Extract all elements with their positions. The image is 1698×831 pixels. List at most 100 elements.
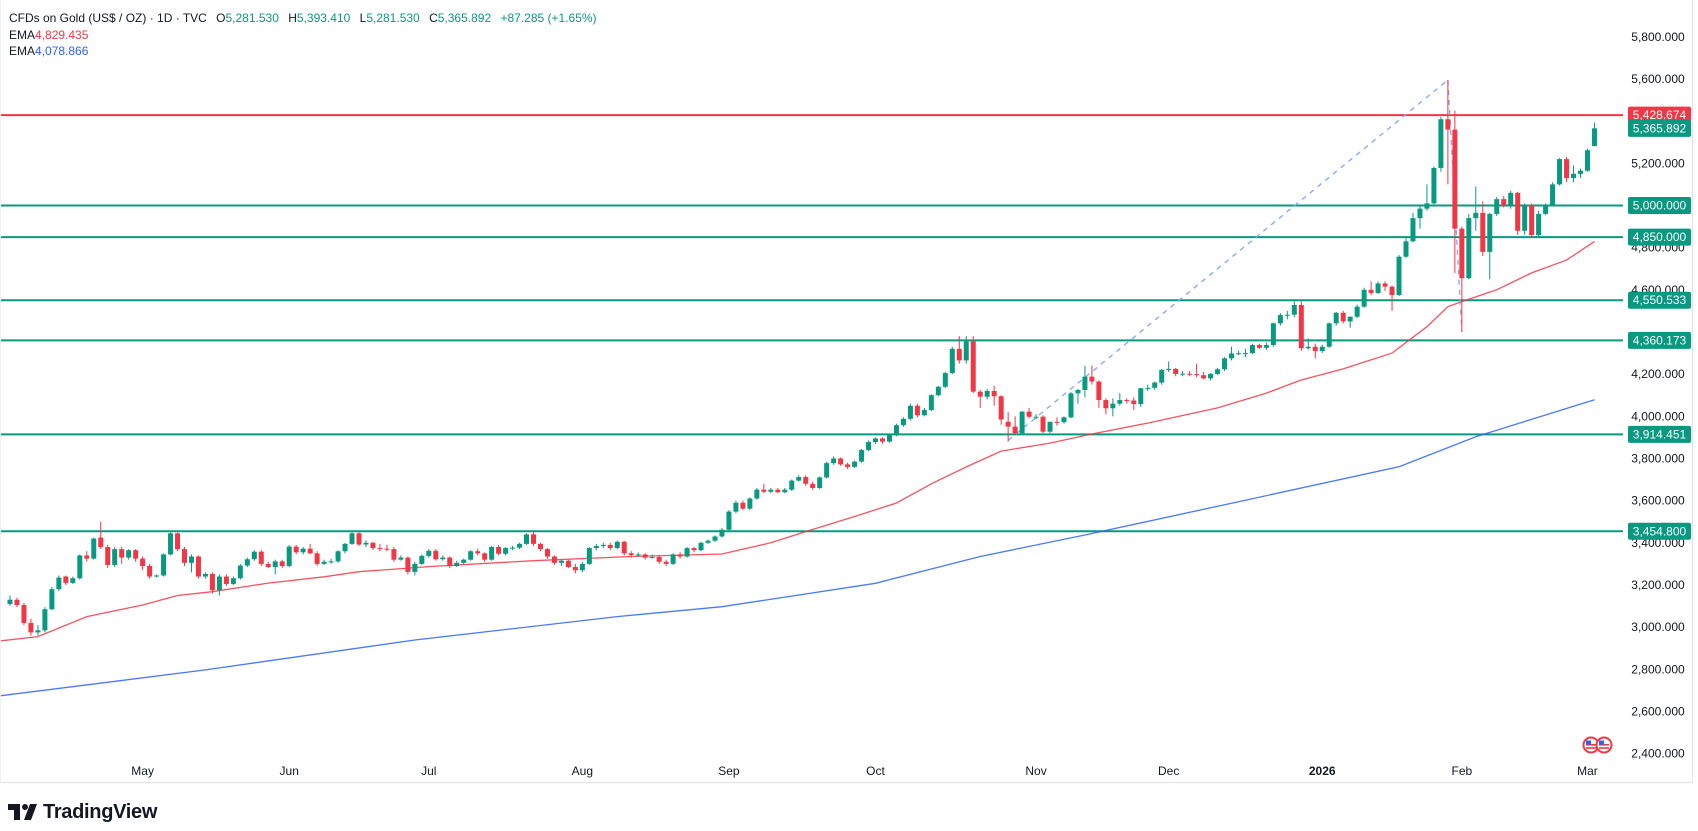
tradingview-logo-icon xyxy=(8,804,37,820)
low-value: 5,281.530 xyxy=(366,11,420,25)
candle-body xyxy=(691,548,697,551)
candle-body xyxy=(1564,159,1570,179)
candle-body xyxy=(984,391,990,397)
candle-body xyxy=(440,557,446,560)
candle-body xyxy=(1061,417,1067,423)
candle-body xyxy=(328,561,334,563)
level-price-label: 5,428.674 xyxy=(1633,108,1687,122)
candle-body xyxy=(1054,421,1060,423)
level-price-label: 5,000.000 xyxy=(1633,198,1687,212)
candle-body xyxy=(1138,388,1144,405)
candle-body xyxy=(531,534,536,544)
candle-body xyxy=(1375,283,1381,293)
candle-body xyxy=(1089,376,1095,382)
level-price-label-bg xyxy=(1628,331,1691,349)
candle-body xyxy=(1584,150,1590,171)
candle-body xyxy=(391,549,397,560)
candle-body xyxy=(621,541,627,554)
ema-slow-legend[interactable]: EMA4,078.866 xyxy=(9,43,88,59)
candle-body xyxy=(684,548,690,557)
candle-body xyxy=(900,418,906,426)
candle-body xyxy=(1201,375,1207,379)
candle-body xyxy=(607,544,613,549)
candle-body xyxy=(1235,353,1241,355)
candle-body xyxy=(433,550,439,560)
candle-body xyxy=(803,477,809,484)
candle-body xyxy=(1040,416,1046,432)
candle-body xyxy=(1382,283,1388,287)
candle-body xyxy=(70,578,76,583)
candle-body xyxy=(649,556,655,558)
time-axis[interactable]: May Jun Jul Aug Sep Oct Nov Dec 2026 Feb Mar xyxy=(131,764,1598,778)
candle-body xyxy=(188,556,194,563)
symbol-legend[interactable]: CFDs on Gold (US$ / OZ) · 1D · TVC O5,28… xyxy=(9,10,597,26)
candle-body xyxy=(1312,346,1318,351)
candle-body xyxy=(447,557,453,567)
dashed-trend-line[interactable] xyxy=(1007,79,1449,441)
price-tick-label: 3,000.000 xyxy=(1631,620,1685,634)
price-axis[interactable]: 5,800.0005,600.0005,200.0004,800.0004,60… xyxy=(1631,30,1685,761)
time-tick-label: May xyxy=(131,764,154,778)
change-value: +87.285 (+1.65%) xyxy=(500,11,597,25)
price-axis-labels: 5,428.674 5,000.000 4,850.000 4,550.533 4,36… xyxy=(1628,106,1691,540)
candle-body xyxy=(1424,203,1430,209)
candle-body xyxy=(272,561,278,568)
candle-body xyxy=(7,599,13,604)
candle-body xyxy=(363,542,369,545)
price-tick-label: 3,600.000 xyxy=(1631,494,1685,508)
price-tick-label: 3,200.000 xyxy=(1631,578,1685,592)
candle-body xyxy=(586,548,592,564)
level-price-label-bg xyxy=(1628,228,1691,246)
candle-body xyxy=(161,554,167,576)
candle-body xyxy=(1229,353,1234,359)
candle-body xyxy=(838,458,844,465)
candle-body xyxy=(1501,199,1507,206)
candle-body xyxy=(230,578,236,584)
price-tick-label: 5,200.000 xyxy=(1631,156,1685,170)
ema-fast-legend[interactable]: EMA4,829.435 xyxy=(9,27,88,43)
candle-body xyxy=(768,489,774,492)
candle-body xyxy=(1319,346,1325,351)
candle-body xyxy=(593,545,599,549)
candle-body xyxy=(726,511,732,530)
candle-body xyxy=(754,489,760,499)
candle-body xyxy=(21,605,27,623)
candle-body xyxy=(1494,199,1500,214)
level-price-label: 3,914.451 xyxy=(1633,427,1687,441)
candle-body xyxy=(663,561,669,564)
trend-drawings xyxy=(1007,79,1463,441)
candle-body xyxy=(223,576,229,584)
candle-body xyxy=(1515,192,1521,231)
ema-slow-line xyxy=(1,399,1595,697)
candle-body xyxy=(928,395,934,410)
candle-body xyxy=(1438,119,1444,168)
us-flag-events-icon[interactable] xyxy=(1582,736,1613,754)
close-key: C xyxy=(429,11,438,25)
tradingview-wordmark: TradingView xyxy=(43,800,158,823)
candle-body xyxy=(1117,400,1123,404)
candle-body xyxy=(1249,345,1255,354)
time-tick-label: 2026 xyxy=(1309,764,1336,778)
candle-body xyxy=(1026,411,1032,417)
candle-body xyxy=(733,502,739,512)
ema-lines xyxy=(1,240,1595,697)
candle-body xyxy=(1208,373,1214,379)
candle-body xyxy=(1187,373,1193,375)
candle-body xyxy=(42,609,48,631)
candle-body xyxy=(796,477,802,481)
candle-body xyxy=(1403,241,1409,257)
price-chart[interactable]: 5,800.0005,600.0005,200.0004,800.0004,60… xyxy=(1,0,1694,783)
candle-body xyxy=(342,543,348,552)
candle-body xyxy=(1305,346,1311,349)
candle-body xyxy=(907,405,913,419)
candle-body xyxy=(1131,400,1137,405)
tradingview-logo[interactable]: TradingView xyxy=(8,800,157,824)
ema-fast-label: EMA xyxy=(9,28,36,42)
candle-body xyxy=(998,396,1004,420)
candle-body xyxy=(845,464,851,467)
candle-body xyxy=(942,373,948,387)
candle-body xyxy=(384,548,390,550)
price-tick-label: 4,000.000 xyxy=(1631,409,1685,423)
ema-fast-value: 4,829.435 xyxy=(35,28,89,42)
chart-pane[interactable]: 5,800.000 5,600.000 5,200.000 4,800.000 4,60… xyxy=(0,0,1693,783)
